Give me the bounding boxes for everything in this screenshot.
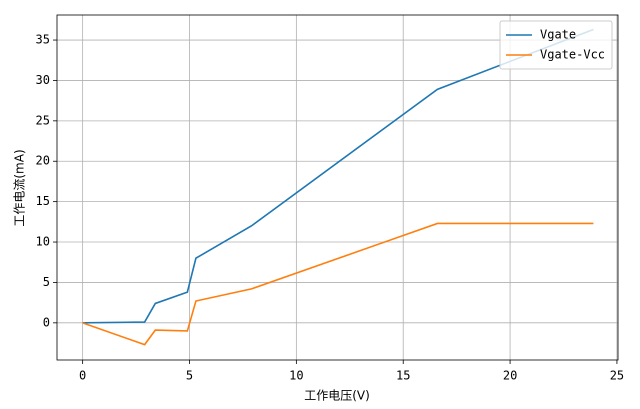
plot-frame xyxy=(56,14,619,361)
y-tick-label: 10 xyxy=(36,235,50,249)
y-tick-label: 0 xyxy=(43,315,50,329)
legend-label: Vgate xyxy=(540,28,576,42)
y-tick-label: 20 xyxy=(36,154,50,168)
x-tick-label: 15 xyxy=(396,369,410,383)
y-tick-label: 35 xyxy=(36,33,50,47)
data-line xyxy=(82,28,594,324)
y-tick-label: 30 xyxy=(36,73,50,87)
x-tick-label: 0 xyxy=(79,369,86,383)
x-axis-label: 工作电压(V) xyxy=(304,389,370,403)
x-tick-label: 25 xyxy=(610,369,624,383)
y-tick-label: 25 xyxy=(36,113,50,127)
x-tick-label: 10 xyxy=(289,369,303,383)
legend-label: Vgate-Vcc xyxy=(540,48,605,62)
x-tick-label: 20 xyxy=(503,369,517,383)
legend-box xyxy=(499,20,613,70)
y-axis-label: 工作电流(mA) xyxy=(13,149,27,226)
y-tick-label: 15 xyxy=(36,194,50,208)
data-line xyxy=(82,222,594,346)
x-tick-label: 5 xyxy=(186,369,193,383)
y-tick-label: 5 xyxy=(43,275,50,289)
